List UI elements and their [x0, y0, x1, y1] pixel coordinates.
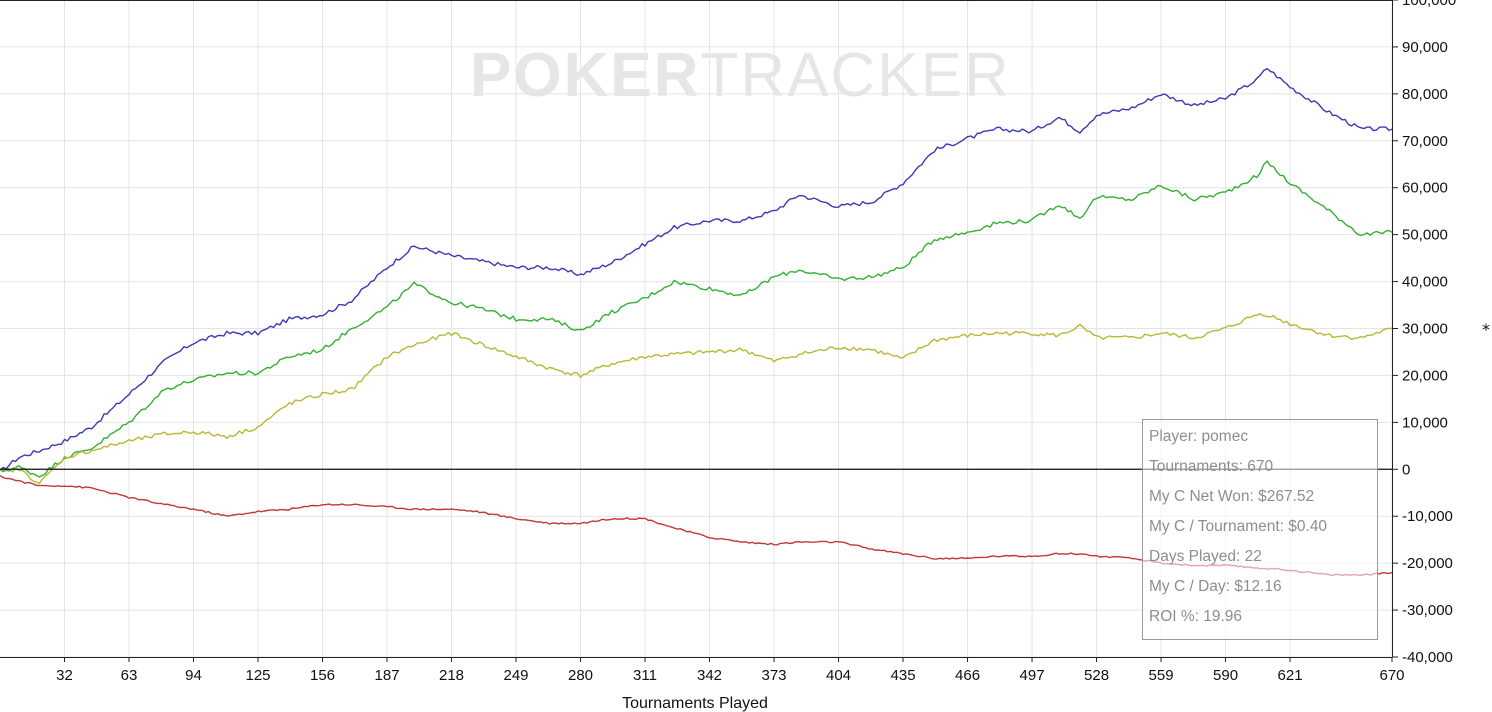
y-axis-ticks: -40,000 -30,000 -20,000 -10,000 0 10,000 20,00… — [1392, 0, 1456, 666]
x-axis-title: Tournaments Played — [622, 695, 768, 712]
series-line-1 — [0, 160, 1392, 478]
series-line-2 — [0, 313, 1392, 484]
y-tick-label: -10,000 — [1402, 508, 1453, 525]
x-tick-label: 670 — [1379, 667, 1404, 684]
x-tick-label: 125 — [245, 667, 270, 684]
y-tick-label: 0 — [1402, 461, 1410, 478]
stats-net-won: My C Net Won: $267.52 — [1149, 488, 1315, 505]
x-tick-label: 373 — [762, 667, 787, 684]
stats-per-day: My C / Day: $12.16 — [1149, 578, 1282, 595]
y-tick-label: 70,000 — [1402, 133, 1448, 150]
y-tick-label: 60,000 — [1402, 180, 1448, 197]
y-tick-label: 100,000 — [1402, 0, 1456, 9]
x-axis-ticks: 32 63 94 125 156 187 218 249 280 311 342 373 404 435 4… — [56, 657, 1405, 684]
x-tick-label: 435 — [891, 667, 916, 684]
stats-roi: ROI %: 19.96 — [1149, 608, 1243, 625]
x-tick-label: 249 — [504, 667, 529, 684]
series-line-0 — [0, 67, 1392, 471]
watermark-bold: POKER — [470, 41, 700, 110]
player-stats-box: Player: pomec Tournaments: 670 My C Net … — [1142, 419, 1378, 640]
y-tick-label: 40,000 — [1402, 274, 1448, 291]
x-tick-label: 404 — [826, 667, 851, 684]
x-tick-label: 342 — [697, 667, 722, 684]
watermark-light: TRACKER — [700, 41, 1010, 110]
x-tick-label: 156 — [310, 667, 335, 684]
y-tick-label: 80,000 — [1402, 86, 1448, 103]
x-tick-label: 497 — [1020, 667, 1045, 684]
x-tick-label: 187 — [374, 667, 399, 684]
x-tick-label: 559 — [1149, 667, 1174, 684]
stats-tournaments: Tournaments: 670 — [1149, 458, 1274, 475]
x-tick-label: 590 — [1213, 667, 1238, 684]
x-tick-label: 218 — [439, 667, 464, 684]
y-tick-label: 30,000 — [1402, 321, 1448, 338]
x-tick-label: 528 — [1084, 667, 1109, 684]
y-tick-label: -40,000 — [1402, 649, 1453, 666]
y-tick-label: 90,000 — [1402, 39, 1448, 56]
x-tick-label: 32 — [56, 667, 73, 684]
y-tick-label: 10,000 — [1402, 414, 1448, 431]
y-tick-label: 20,000 — [1402, 367, 1448, 384]
y-tick-label: -20,000 — [1402, 555, 1453, 572]
x-tick-label: 311 — [633, 667, 657, 684]
pokertracker-watermark: POKERTRACKER — [470, 41, 1011, 110]
right-axis-marker: * — [1482, 320, 1490, 339]
stats-days-played: Days Played: 22 — [1149, 548, 1262, 565]
x-tick-label: 621 — [1278, 667, 1303, 684]
x-tick-label: 280 — [568, 667, 593, 684]
stats-per-tournament: My C / Tournament: $0.40 — [1149, 518, 1328, 535]
stats-player: Player: pomec — [1149, 428, 1249, 445]
y-tick-label: 50,000 — [1402, 227, 1448, 244]
x-tick-label: 63 — [121, 667, 138, 684]
x-tick-label: 94 — [185, 667, 202, 684]
y-tick-label: -30,000 — [1402, 602, 1453, 619]
x-tick-label: 466 — [955, 667, 980, 684]
